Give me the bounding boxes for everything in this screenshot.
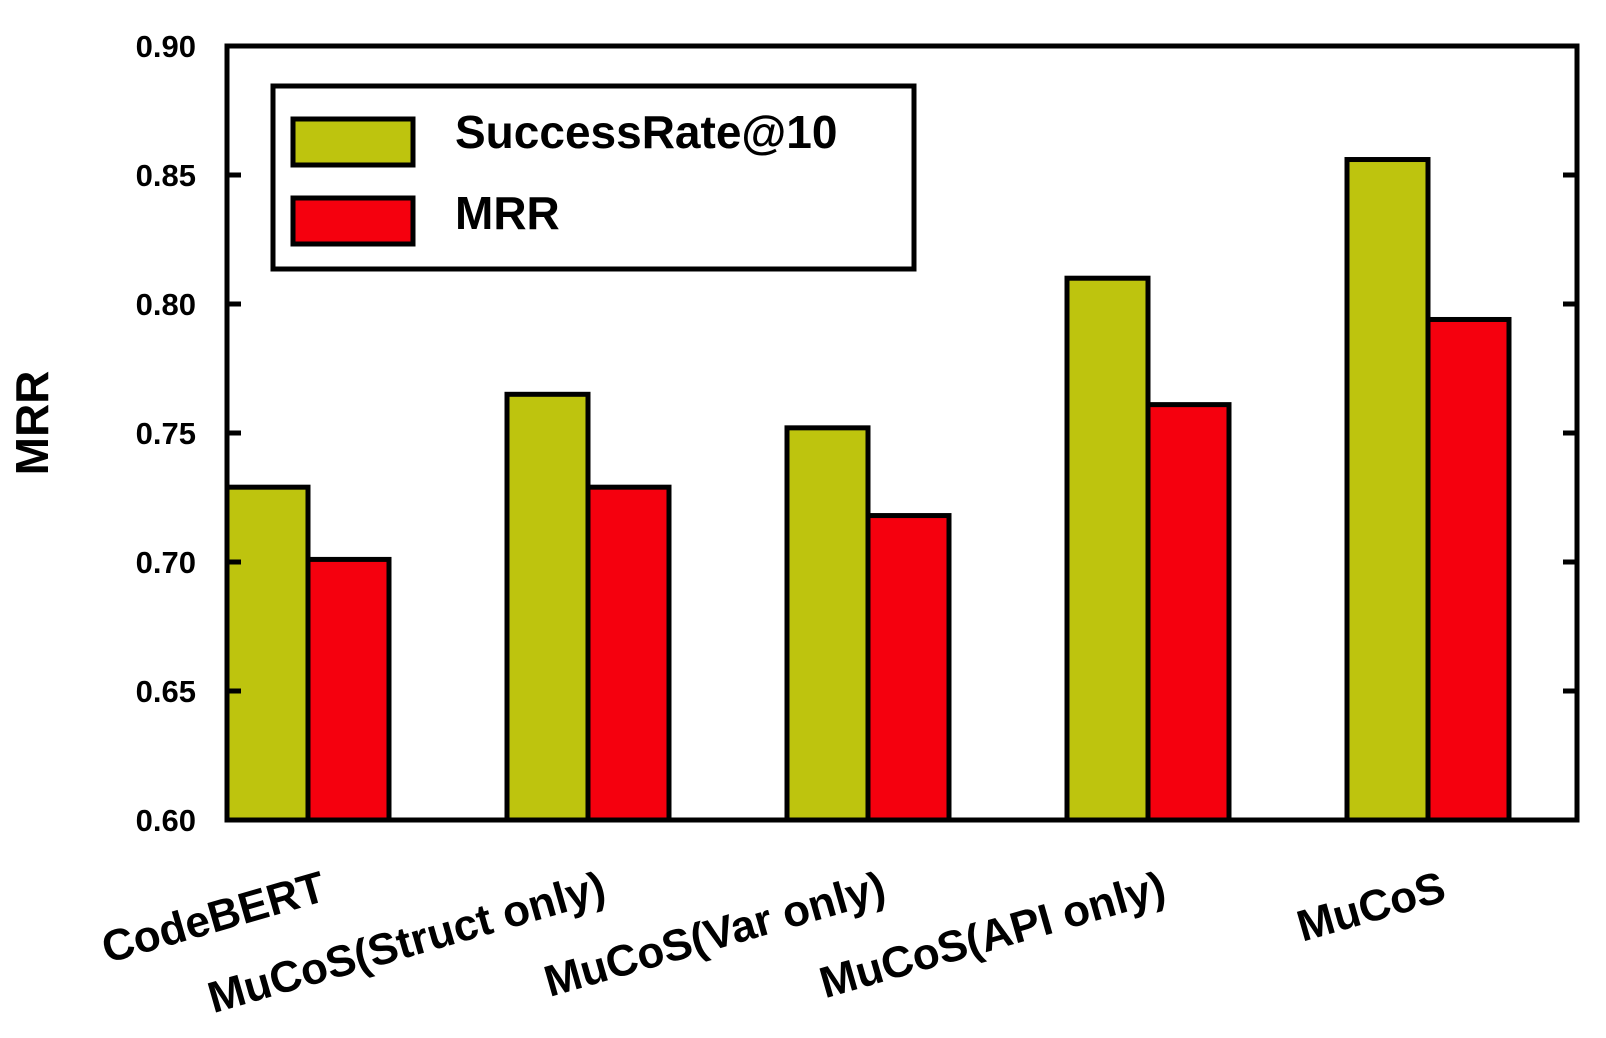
bar-mrr-1 — [585, 484, 672, 823]
y-tick-label: 0.85 — [136, 158, 196, 193]
plot-frame — [224, 43, 1580, 823]
bar-mrr-0 — [305, 556, 392, 823]
x-category-label: MuCoS — [1292, 863, 1451, 952]
bar-mrr-3 — [1145, 402, 1232, 823]
legend-swatch-successrate — [290, 116, 416, 168]
y-tick-label: 0.75 — [136, 416, 196, 451]
y-tick-label: 0.80 — [136, 287, 196, 322]
y-axis-title: MRR — [6, 371, 58, 476]
y-axis-ticks: 0.60 0.65 0.70 0.75 0.80 0.85 0.90 — [136, 29, 1577, 838]
legend-label-successrate: SuccessRate@10 — [455, 106, 837, 158]
bar-successrate-4 — [1344, 157, 1431, 823]
bar-mrr-2 — [865, 513, 952, 823]
y-tick-label: 0.70 — [136, 545, 196, 580]
legend: SuccessRate@10 MRR — [270, 83, 917, 272]
y-tick-label: 0.65 — [136, 674, 196, 709]
y-tick-label: 0.60 — [136, 803, 196, 838]
bar-successrate-0 — [224, 484, 311, 823]
legend-swatch-mrr — [290, 195, 416, 247]
y-tick-label: 0.90 — [136, 29, 196, 64]
bar-successrate-1 — [504, 391, 591, 823]
bar-successrate-3 — [1064, 275, 1151, 823]
bar-mrr-4 — [1425, 316, 1512, 823]
bar-successrate-2 — [784, 425, 871, 823]
legend-label-mrr: MRR — [455, 187, 560, 239]
